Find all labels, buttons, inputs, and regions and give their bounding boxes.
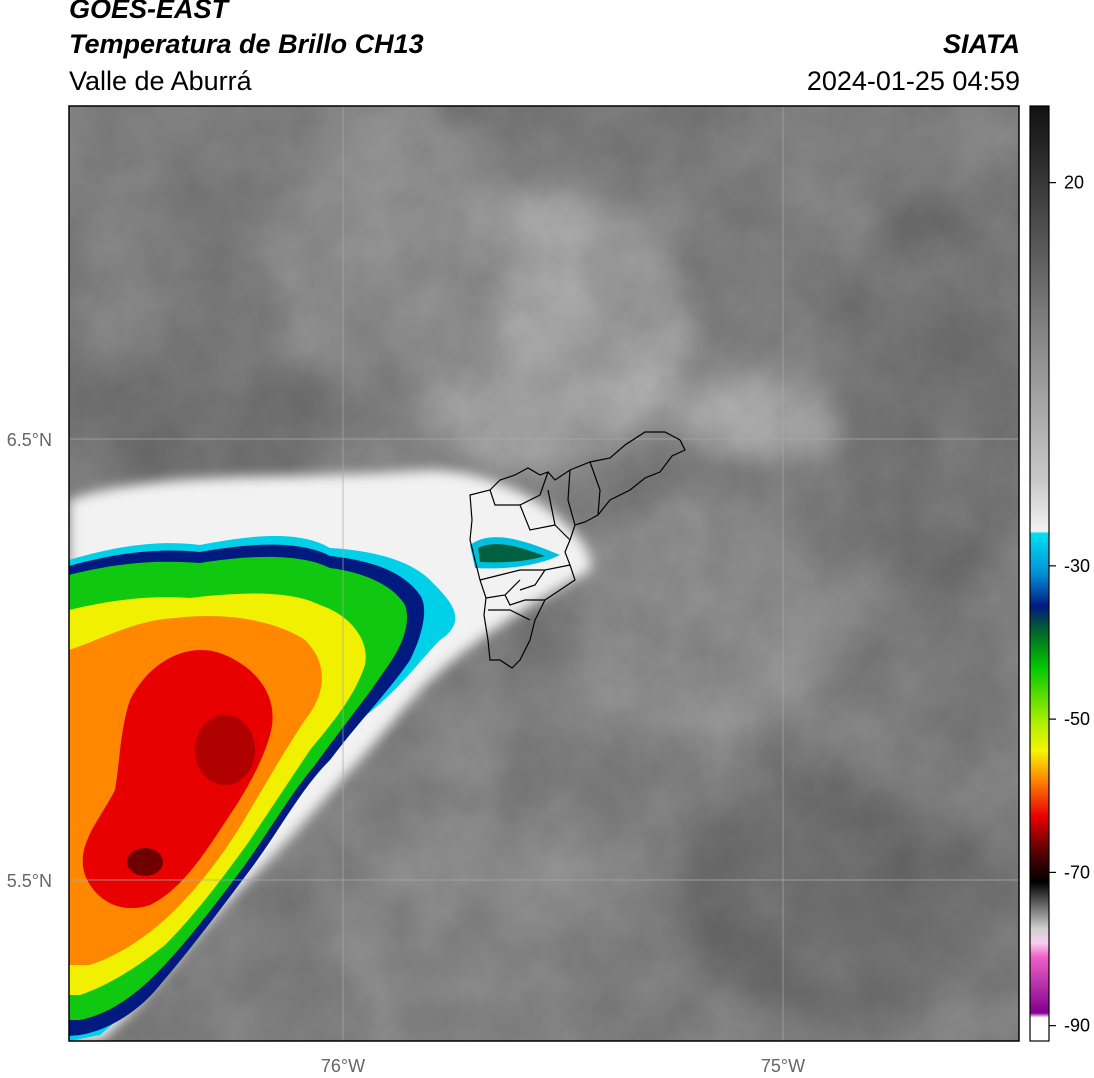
lat-label-6.5: 6.5°N (7, 430, 52, 450)
colorbar-tick-label: -90 (1064, 1016, 1090, 1036)
timestamp: 2024-01-25 04:59 (806, 66, 1020, 96)
boundary (519, 569, 546, 591)
product-title: Temperatura de Brillo CH13 (69, 29, 424, 59)
boundary (519, 504, 556, 531)
colorbar-ramp (1030, 106, 1049, 1041)
municipal-boundaries (469, 431, 686, 669)
valley-outline (469, 431, 686, 669)
lon-label-75: 75°W (761, 1056, 805, 1076)
region-name: Valle de Aburrá (69, 66, 252, 96)
brightness-temperature-field (69, 106, 1019, 1041)
colorbar-tick-label: -50 (1064, 709, 1090, 729)
contour-red (82, 650, 273, 909)
contour-dark-red (195, 715, 255, 785)
colorbar-tick-label: 20 (1064, 173, 1084, 193)
boundary (479, 564, 571, 581)
map-frame (68, 105, 1020, 1042)
colorbar-frame (1029, 105, 1050, 1042)
agency-name: SIATA (943, 29, 1020, 59)
valley-cell-green (478, 544, 545, 563)
boundary (488, 609, 531, 621)
lon-label-76: 76°W (321, 1056, 365, 1076)
colorbar-tick-label: -30 (1064, 556, 1090, 576)
boundary (589, 461, 601, 516)
colorbar-tick-label: -70 (1064, 862, 1090, 882)
boundary (567, 469, 576, 526)
satellite-name: GOES-EAST (69, 0, 229, 24)
contour-dark-red (127, 848, 163, 876)
lat-label-5.5: 5.5°N (7, 871, 52, 891)
colorbar: 20 -30 -50 -70 -90 (1029, 105, 1090, 1042)
boundary (504, 594, 545, 606)
